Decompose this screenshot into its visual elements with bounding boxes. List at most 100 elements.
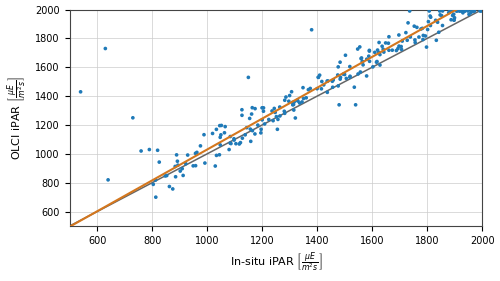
Point [166,184,173,189]
Point [189,164,197,168]
Point [172,153,180,157]
Point [298,100,306,104]
Point [329,78,337,82]
Point [76,90,84,94]
Point [369,65,377,69]
Point [458,9,466,13]
Point [294,98,302,103]
Point [269,118,277,123]
Point [102,46,110,51]
Point [299,85,307,90]
Y-axis label: OLCI iPAR $\left[\frac{\mu E}{m^2 s}\right]$: OLCI iPAR $\left[\frac{\mu E}{m^2 s}\rig… [6,76,30,160]
Point [218,123,226,128]
Point [365,54,373,58]
Point [260,109,268,114]
Point [318,87,326,91]
Point [288,90,296,94]
Point [380,50,388,54]
Point [251,132,259,136]
Point [192,164,200,168]
Point [324,90,332,95]
Point [450,18,458,22]
Point [411,38,419,42]
Point [432,38,440,42]
Point [436,9,444,13]
Point [465,12,473,17]
Point [335,103,343,107]
Point [456,9,464,13]
Point [448,9,456,13]
Point [288,100,296,105]
Point [154,148,162,153]
Point [260,122,268,126]
Point [238,108,246,112]
Point [230,138,238,142]
Point [182,162,190,166]
Point [323,79,331,83]
Point [174,159,182,164]
Point [290,108,298,112]
Point [236,142,244,146]
Point [212,127,220,132]
Point [271,110,279,115]
Point [244,75,252,80]
Point [169,187,177,191]
Point [251,106,259,111]
Point [280,111,288,115]
Point [171,164,179,169]
Point [395,44,403,48]
Point [336,75,344,80]
Point [247,139,255,144]
Point [446,9,454,13]
Point [260,106,268,110]
Point [447,17,455,22]
Point [216,153,224,157]
Point [419,37,427,42]
Point [403,38,411,42]
Point [200,132,208,137]
Point [346,64,354,69]
Point [285,99,293,103]
Point [366,49,374,53]
Point [395,33,403,37]
Point [230,137,238,141]
Point [334,84,342,88]
Point [378,44,386,49]
Point [398,39,406,43]
Point [374,50,382,55]
Point [290,102,298,107]
Point [438,23,446,28]
Point [376,52,384,57]
Point [424,27,432,32]
Point [452,9,460,13]
Point [374,48,382,52]
Point [217,133,225,137]
Point [226,141,234,145]
Point [276,105,283,109]
Point [468,9,475,13]
Point [426,23,434,28]
Point [129,115,137,120]
Point [394,46,402,51]
Point [334,65,342,69]
Point [356,45,364,49]
Point [324,79,332,83]
Point [280,109,288,114]
Point [302,96,310,100]
Point [193,150,201,155]
Point [258,118,266,122]
Point [461,9,469,13]
Point [346,75,354,80]
Point [216,123,224,128]
Point [448,13,456,18]
Point [470,9,478,13]
Point [306,86,314,91]
Point [434,20,442,24]
Point [314,75,322,80]
Point [392,48,400,53]
Point [436,13,444,17]
X-axis label: In-situ iPAR $\left[\frac{\mu E}{m^2 s}\right]$: In-situ iPAR $\left[\frac{\mu E}{m^2 s}\… [230,251,322,275]
Point [363,57,371,61]
Point [220,130,228,135]
Point [464,9,472,13]
